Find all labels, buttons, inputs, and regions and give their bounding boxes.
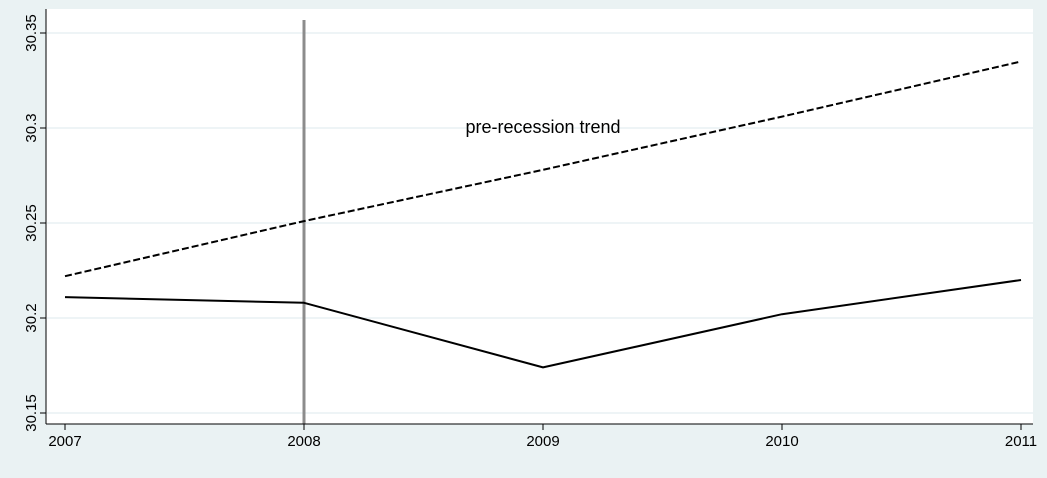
x-tick-label: 2007 <box>48 433 81 450</box>
x-tick-label: 2010 <box>765 433 798 450</box>
x-tick-label: 2008 <box>287 433 320 450</box>
x-tick-label: 2009 <box>526 433 559 450</box>
y-tick-label: 30.35 <box>23 14 40 52</box>
plot-area <box>46 9 1033 424</box>
annotation-label: pre-recession trend <box>465 117 620 137</box>
y-tick-label: 30.3 <box>23 113 40 142</box>
x-tick-label: 2011 <box>1005 433 1037 450</box>
y-tick-label: 30.2 <box>23 303 40 332</box>
y-tick-label: 30.25 <box>23 204 40 242</box>
y-tick-label: 30.15 <box>23 394 40 432</box>
